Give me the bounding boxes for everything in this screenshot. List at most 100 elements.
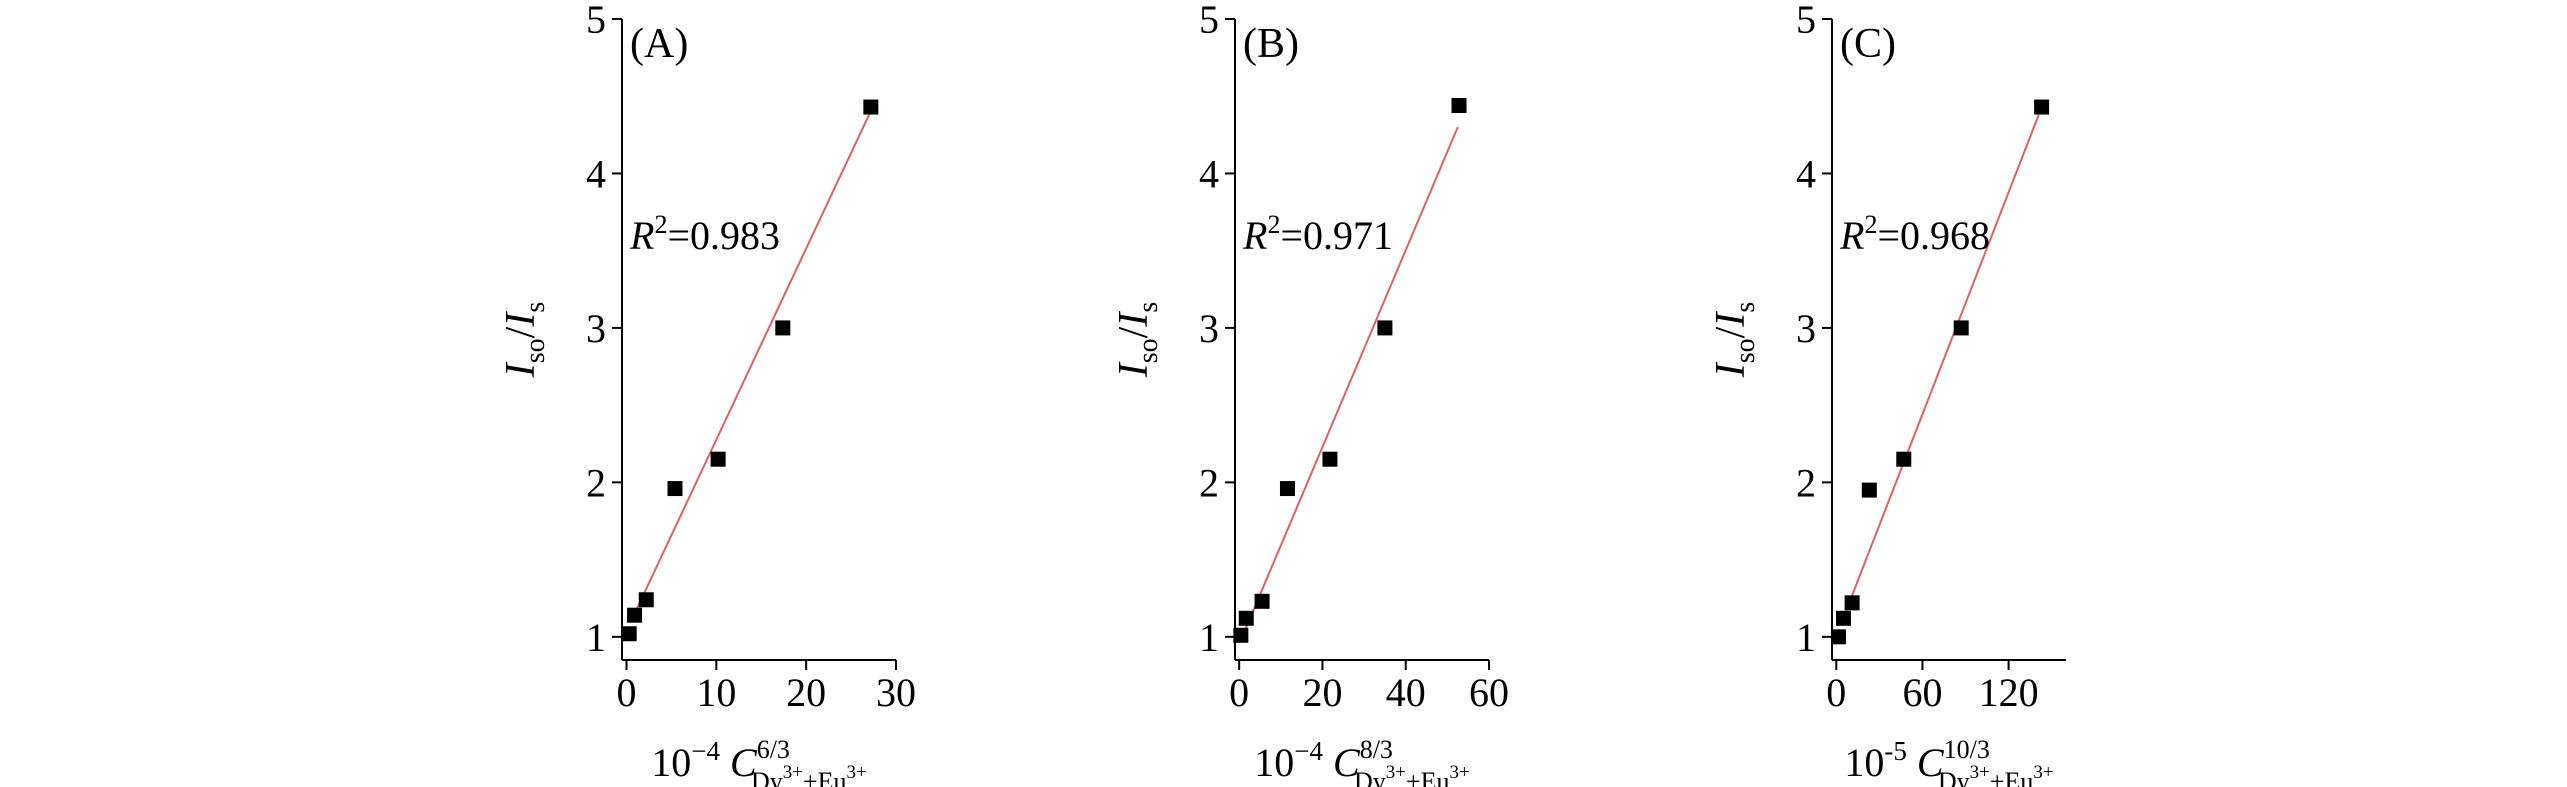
y-label-denom: I: [1111, 311, 1157, 328]
data-point: [1835, 610, 1851, 626]
x-tick-label: 0: [1229, 670, 1249, 715]
x-tick-label: 20: [786, 670, 826, 715]
y-tick-label: 1: [1199, 615, 1219, 660]
x-label-subscript-charge: 3+: [846, 762, 866, 783]
r-exponent: 2: [654, 210, 667, 239]
x-label-subscript: Dy: [1938, 767, 1970, 787]
x-label-subscript-ion: +Eu: [803, 767, 847, 787]
y-label-denom: I: [498, 311, 544, 328]
fit-line: [1848, 114, 2040, 604]
r-symbol: R: [629, 213, 654, 258]
data-point: [667, 481, 683, 497]
x-tick-label: 60: [1902, 670, 1942, 715]
chart-panel-b: 1 2 3 4 5 0 20 40 60 (B) R2=0.971 Iso/Is 10−4 C8/3 Dy…: [1111, 0, 1509, 787]
x-label-subscript-charge: 3+: [783, 762, 803, 783]
x-tick-label: 40: [1386, 670, 1426, 715]
y-tick-label: 4: [1199, 151, 1219, 196]
x-label-exponent: -5: [1884, 736, 1907, 766]
y-tick-label: 5: [1796, 0, 1816, 42]
x-tick-label: 20: [1302, 670, 1342, 715]
x-label-subscript-charge: 3+: [1449, 762, 1469, 783]
y-tick-label: 4: [586, 151, 606, 196]
data-point: [863, 99, 879, 115]
panel-label: (A): [630, 21, 688, 67]
y-label-div: /: [1111, 326, 1157, 338]
y-tick-label: 3: [1796, 306, 1816, 351]
data-point: [1322, 451, 1338, 467]
y-tick-label: 4: [1796, 151, 1816, 196]
x-label-subscript-ion: +Eu: [1990, 767, 2034, 787]
y-label-main: I: [1708, 361, 1754, 378]
y-axis-label: Iso/Is: [1111, 302, 1164, 378]
x-tick-label: 10: [696, 670, 736, 715]
y-label-denom-sub: s: [1730, 302, 1761, 313]
y-label-main-sub: so: [1133, 338, 1164, 363]
x-label-superscript: 8/3: [1360, 735, 1393, 764]
x-label-variable: C: [730, 740, 758, 785]
x-label-exponent: −4: [691, 736, 720, 766]
data-point: [2034, 99, 2050, 115]
r-squared-annotation: R2=0.971: [1242, 210, 1393, 258]
x-axis-label: 10−4 C8/3 Dy3++Eu3+: [1254, 735, 1469, 787]
y-tick-label: 3: [586, 306, 606, 351]
data-point: [710, 451, 726, 467]
r-value: =0.968: [1877, 213, 1990, 258]
data-point: [1953, 320, 1969, 336]
y-label-div: /: [498, 326, 544, 338]
y-axis-label: Iso/Is: [498, 302, 551, 378]
x-label-superscript: 10/3: [1944, 735, 1990, 764]
x-label-subscript-charge: 3+: [1970, 762, 1990, 783]
data-point: [1238, 610, 1254, 626]
data-point: [1830, 629, 1846, 645]
panel-label: (C): [1840, 21, 1896, 67]
r-value: =0.971: [1280, 213, 1393, 258]
y-tick-label: 1: [1796, 615, 1816, 660]
y-tick-label: 2: [1199, 460, 1219, 505]
x-tick-label: 120: [1979, 670, 2039, 715]
r-exponent: 2: [1864, 210, 1877, 239]
fit-line: [1243, 126, 1459, 633]
data-point: [1861, 482, 1877, 498]
x-axis-label: 10−4 C6/3 Dy3++Eu3+: [651, 735, 866, 787]
x-tick-label: 60: [1469, 670, 1509, 715]
data-point: [627, 607, 643, 623]
y-label-div: /: [1708, 326, 1754, 338]
data-point: [1844, 595, 1860, 611]
fit-line: [633, 114, 870, 615]
y-axis-label: Iso/Is: [1708, 302, 1761, 378]
x-label-prefix: 10: [1254, 740, 1294, 785]
y-label-main-sub: so: [520, 338, 551, 363]
data-point: [775, 320, 791, 336]
y-label-denom-sub: s: [520, 302, 551, 313]
x-label-variable: C: [1333, 740, 1361, 785]
x-label-subscript-charge: 3+: [1386, 762, 1406, 783]
x-label-prefix: 10: [651, 740, 691, 785]
x-label-space: [1323, 740, 1333, 785]
data-point: [1233, 627, 1249, 643]
x-label-subscript-ion: +Eu: [1406, 767, 1450, 787]
x-label-superscript: 6/3: [757, 735, 790, 764]
y-label-main-sub: so: [1730, 338, 1761, 363]
data-point: [1451, 97, 1467, 113]
r-squared-annotation: R2=0.983: [629, 210, 780, 258]
data-point: [1377, 320, 1393, 336]
x-label-subscript: Dy: [1354, 767, 1386, 787]
data-point: [1279, 481, 1295, 497]
y-tick-label: 1: [586, 615, 606, 660]
panel-label: (B): [1243, 21, 1299, 67]
x-tick-label: 0: [616, 670, 636, 715]
y-tick-label: 5: [1199, 0, 1219, 42]
x-label-subscript-charge: 3+: [2033, 762, 2053, 783]
x-label-exponent: −4: [1294, 736, 1323, 766]
y-label-main: I: [498, 361, 544, 378]
y-tick-label: 2: [1796, 460, 1816, 505]
y-tick-label: 3: [1199, 306, 1219, 351]
data-point: [638, 592, 654, 608]
y-label-denom: I: [1708, 311, 1754, 328]
r-symbol: R: [1839, 213, 1864, 258]
x-axis-label: 10-5 C10/3 Dy3++Eu3+: [1844, 735, 2053, 787]
data-point: [621, 626, 637, 642]
